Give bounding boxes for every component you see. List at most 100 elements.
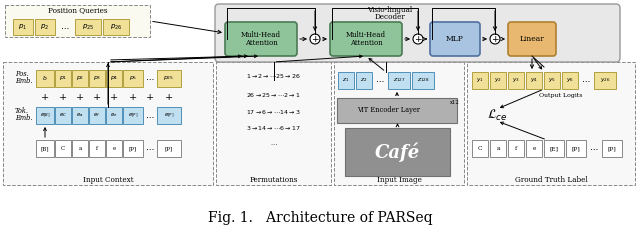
Bar (36, 140, 54, 157)
Text: C: C (477, 146, 483, 151)
Bar (602, 140, 622, 157)
Text: MLP: MLP (446, 35, 464, 43)
Text: $\cdots$: $\cdots$ (375, 76, 385, 85)
FancyBboxPatch shape (508, 22, 556, 56)
Text: $p_4$: $p_4$ (109, 75, 118, 82)
Text: $\cdots$: $\cdots$ (145, 145, 155, 152)
Text: [E]: [E] (550, 146, 559, 151)
Text: $e_{[P]}$: $e_{[P]}$ (128, 111, 138, 120)
Text: Visio-lingual: Visio-lingual (367, 6, 413, 14)
Text: $e_{[B]}$: $e_{[B]}$ (40, 111, 51, 120)
Bar (5, 5, 150, 37)
Bar (544, 140, 564, 157)
Bar (106, 70, 122, 87)
Text: $z_{128}$: $z_{128}$ (417, 76, 429, 85)
Text: $e_f$: $e_f$ (93, 112, 100, 119)
Text: +: + (146, 94, 154, 103)
Bar (89, 140, 105, 157)
Text: Input Context: Input Context (83, 176, 133, 184)
Bar (89, 70, 105, 87)
Text: $p_{26}$: $p_{26}$ (110, 22, 122, 32)
Bar (157, 107, 181, 124)
Text: +: + (59, 94, 67, 103)
Bar (594, 72, 616, 89)
Bar (508, 72, 524, 89)
Bar (72, 107, 88, 124)
Text: $z_2$: $z_2$ (360, 76, 367, 85)
Bar (388, 72, 410, 89)
Text: Tok.: Tok. (15, 107, 29, 115)
Bar (334, 62, 464, 185)
Text: $e_C$: $e_C$ (59, 112, 67, 119)
Text: $e_a$: $e_a$ (76, 112, 84, 119)
Bar (35, 19, 55, 35)
Bar (89, 107, 105, 124)
Bar (526, 140, 542, 157)
Text: $\mathcal{L}_{ce}$: $\mathcal{L}_{ce}$ (486, 107, 508, 123)
Text: $p_5$: $p_5$ (129, 75, 137, 82)
Bar (36, 107, 54, 124)
Bar (123, 140, 143, 157)
Bar (544, 72, 560, 89)
Bar (472, 72, 488, 89)
Text: ViT Encoder Layer: ViT Encoder Layer (358, 106, 420, 115)
Text: $y_6$: $y_6$ (566, 76, 574, 85)
Text: +: + (129, 94, 137, 103)
Text: $\cdots$: $\cdots$ (145, 75, 155, 82)
Text: $p_{25}$: $p_{25}$ (82, 22, 94, 32)
Bar (123, 70, 143, 87)
Text: $17{\to}6{\to}{\cdots}14{\to}3$: $17{\to}6{\to}{\cdots}14{\to}3$ (246, 108, 301, 116)
Bar (36, 70, 54, 87)
Bar (157, 70, 181, 87)
Text: Ground Truth Label: Ground Truth Label (515, 176, 588, 184)
Text: $\hat{o}$: $\hat{o}$ (42, 74, 48, 83)
Text: $\cdots$: $\cdots$ (145, 112, 155, 119)
Text: +: + (41, 94, 49, 103)
FancyBboxPatch shape (330, 22, 402, 56)
Text: +: + (76, 94, 84, 103)
Text: e: e (113, 146, 116, 151)
Text: $p_1$: $p_1$ (19, 22, 28, 32)
Text: Permutations: Permutations (250, 176, 298, 184)
Text: Emb.: Emb. (15, 77, 33, 85)
Bar (106, 107, 122, 124)
Text: a: a (496, 146, 500, 151)
Text: Attention: Attention (349, 39, 382, 47)
Text: $p_3$: $p_3$ (93, 75, 101, 82)
Bar (55, 70, 71, 87)
Text: +: + (311, 34, 319, 43)
Bar (123, 107, 143, 124)
Bar (526, 72, 542, 89)
Text: $e_{[P]}$: $e_{[P]}$ (164, 111, 174, 120)
Text: $e_e$: $e_e$ (110, 112, 118, 119)
Bar (55, 107, 71, 124)
Text: $y_5$: $y_5$ (548, 76, 556, 85)
Bar (157, 140, 181, 157)
Text: $\cdots$: $\cdots$ (589, 145, 598, 152)
Text: +: + (414, 34, 422, 43)
Text: [P]: [P] (607, 146, 616, 151)
Text: Linear: Linear (520, 35, 545, 43)
Text: $p_1$: $p_1$ (59, 75, 67, 82)
Text: $y_3$: $y_3$ (512, 76, 520, 85)
Text: e: e (532, 146, 536, 151)
Text: [P]: [P] (572, 146, 580, 151)
Text: Emb.: Emb. (15, 114, 33, 122)
Bar (75, 19, 101, 35)
Bar (508, 140, 524, 157)
Text: $26{\to}25{\to}{\cdots}2{\to}1$: $26{\to}25{\to}{\cdots}2{\to}1$ (246, 91, 301, 99)
Text: Multi-Head: Multi-Head (346, 31, 386, 39)
Bar (55, 140, 71, 157)
Text: $p_2$: $p_2$ (76, 75, 84, 82)
Text: $p_{25}$: $p_{25}$ (163, 75, 175, 82)
Text: $\cdots$: $\cdots$ (269, 142, 277, 146)
Bar (3, 62, 213, 185)
Bar (72, 140, 88, 157)
Bar (472, 140, 488, 157)
FancyBboxPatch shape (225, 22, 297, 56)
Circle shape (413, 34, 423, 44)
Text: [P]: [P] (129, 146, 137, 151)
Text: [B]: [B] (41, 146, 49, 151)
FancyBboxPatch shape (430, 22, 480, 56)
Text: [P]: [P] (165, 146, 173, 151)
